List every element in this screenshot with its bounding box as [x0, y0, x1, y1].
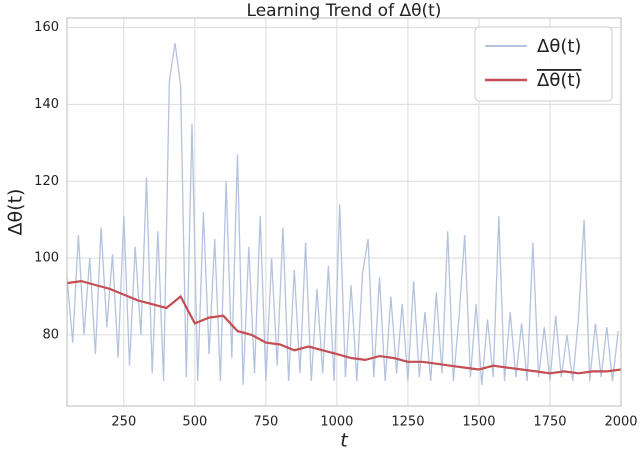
y-axis-label: Δθ(t) [5, 189, 27, 236]
x-axis-label: t [340, 430, 349, 452]
y-tick-label: 120 [34, 174, 59, 189]
x-tick-label: 1250 [391, 415, 424, 430]
x-tick-label: 2000 [604, 415, 637, 430]
x-tick-label: 500 [182, 415, 207, 430]
x-tick-label: 250 [111, 415, 136, 430]
x-tick-label: 1000 [320, 415, 353, 430]
x-tick-label: 1750 [533, 415, 566, 430]
y-tick-label: 80 [42, 327, 59, 342]
series-line [67, 42, 619, 385]
series-line [67, 279, 621, 375]
legend-label: Δθ(t) [537, 70, 581, 91]
x-tick-label: 1500 [462, 415, 495, 430]
x-tick-label: 750 [253, 415, 278, 430]
chart-title: Learning Trend of Δθ(t) [247, 1, 442, 21]
legend-label: Δθ(t) [537, 36, 581, 57]
y-tick-label: 160 [34, 20, 59, 35]
y-tick-label: 100 [34, 251, 59, 266]
plot-frame [66, 17, 622, 407]
y-tick-label: 140 [34, 97, 59, 112]
